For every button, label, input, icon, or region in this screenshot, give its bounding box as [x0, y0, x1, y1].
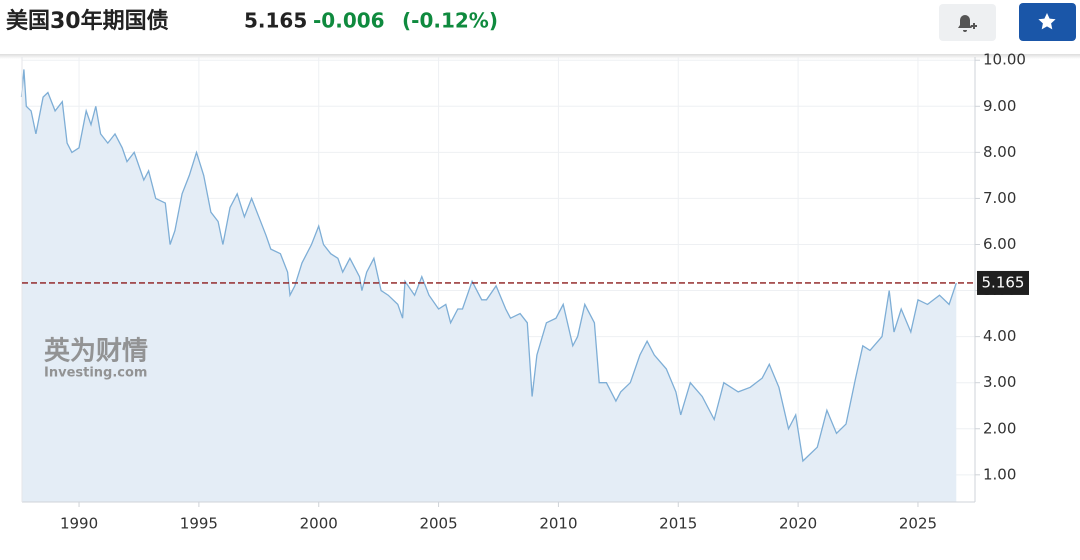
watchlist-button[interactable] — [1019, 3, 1076, 41]
header-shadow — [0, 54, 1080, 59]
y-tick-label: 1.00 — [983, 465, 1016, 483]
area — [21, 69, 957, 503]
y-tick-label: 8.00 — [983, 143, 1016, 161]
change: -0.006 — [313, 9, 385, 33]
watermark: 英为财情 Investing.com — [44, 337, 148, 381]
x-tick-label: 2000 — [300, 515, 338, 533]
y-tick-label: 7.00 — [983, 189, 1016, 207]
reference-label-box — [977, 270, 1029, 295]
x-tick-label: 2025 — [899, 515, 937, 533]
x-tick-label: 2015 — [659, 515, 697, 533]
alert-button[interactable] — [939, 4, 996, 41]
y-tick-label: 6.00 — [983, 235, 1016, 253]
reference-label: 5.165 — [982, 273, 1025, 291]
x-tick-label: 2010 — [539, 515, 577, 533]
watermark-en: Investing.com — [44, 366, 147, 381]
x-tick-label: 2005 — [419, 515, 457, 533]
y-tick-label: 2.00 — [983, 419, 1016, 437]
change-percent: (-0.12%) — [402, 9, 498, 33]
y-tick-label: 9.00 — [983, 97, 1016, 115]
watermark-cn: 英为财情 — [44, 337, 148, 367]
line — [20, 69, 957, 463]
y-tick-label: 4.00 — [983, 327, 1016, 345]
plot: 1.002.003.004.005.006.007.008.009.0010.0… — [20, 51, 1029, 533]
y-tick-label: 3.00 — [983, 373, 1016, 391]
x-tick-label: 2020 — [779, 515, 817, 533]
x-tick-label: 1990 — [60, 515, 98, 533]
price: 5.165 — [244, 9, 307, 33]
y-tick-label: 10.00 — [983, 51, 1026, 69]
x-tick-label: 1995 — [180, 515, 218, 533]
title: 美国30年期国债 — [6, 8, 169, 34]
